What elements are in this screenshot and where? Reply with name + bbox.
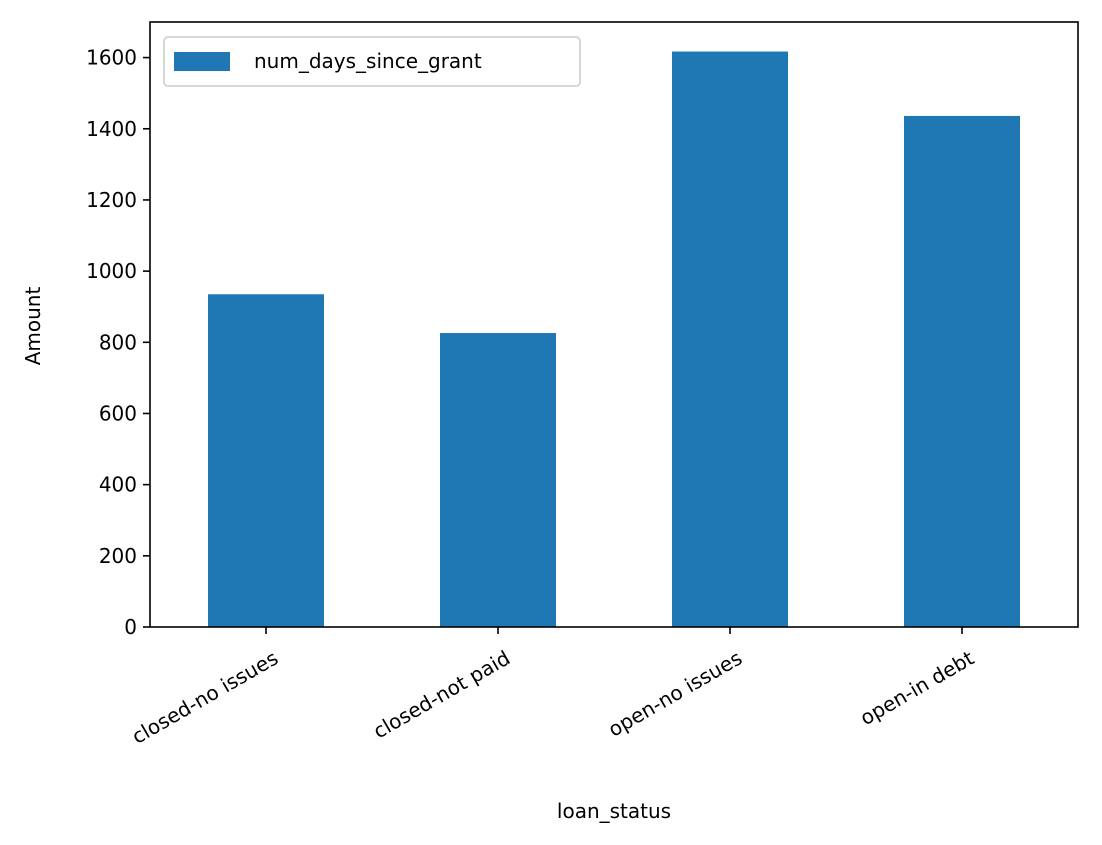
y-tick-label: 600 — [99, 401, 137, 425]
y-tick-label: 0 — [124, 615, 137, 639]
legend-frame — [163, 36, 581, 87]
x-tick-label: closed-no issues — [128, 646, 282, 749]
y-tick-label: 200 — [99, 544, 137, 568]
x-tick-label: open-in debt — [856, 646, 978, 730]
bar-2 — [672, 51, 788, 628]
x-tick-label: closed-not paid — [369, 646, 514, 744]
y-axis: 0 200 400 600 800 1000 1200 1400 1600 — [86, 46, 150, 639]
legend: num_days_since_grant — [163, 36, 581, 87]
y-tick-label: 1400 — [86, 117, 137, 141]
x-tick-label: open-no issues — [604, 646, 746, 742]
legend-label: num_days_since_grant — [254, 49, 482, 73]
y-axis-label: Amount — [21, 287, 45, 366]
bar-3 — [904, 115, 1020, 627]
y-tick-label: 1000 — [86, 259, 137, 283]
y-tick-label: 1200 — [86, 188, 137, 212]
x-axis: closed-no issues closed-not paid open-no i… — [128, 627, 978, 749]
legend-swatch — [174, 52, 230, 71]
y-tick-label: 800 — [99, 330, 137, 354]
x-axis-label: loan_status — [557, 799, 671, 823]
y-tick-label: 1600 — [86, 46, 137, 70]
bar-1 — [440, 333, 556, 627]
bars-group — [208, 51, 1020, 628]
bar-0 — [208, 294, 324, 627]
plot-frame — [149, 21, 1079, 628]
y-tick-label: 400 — [99, 473, 137, 497]
